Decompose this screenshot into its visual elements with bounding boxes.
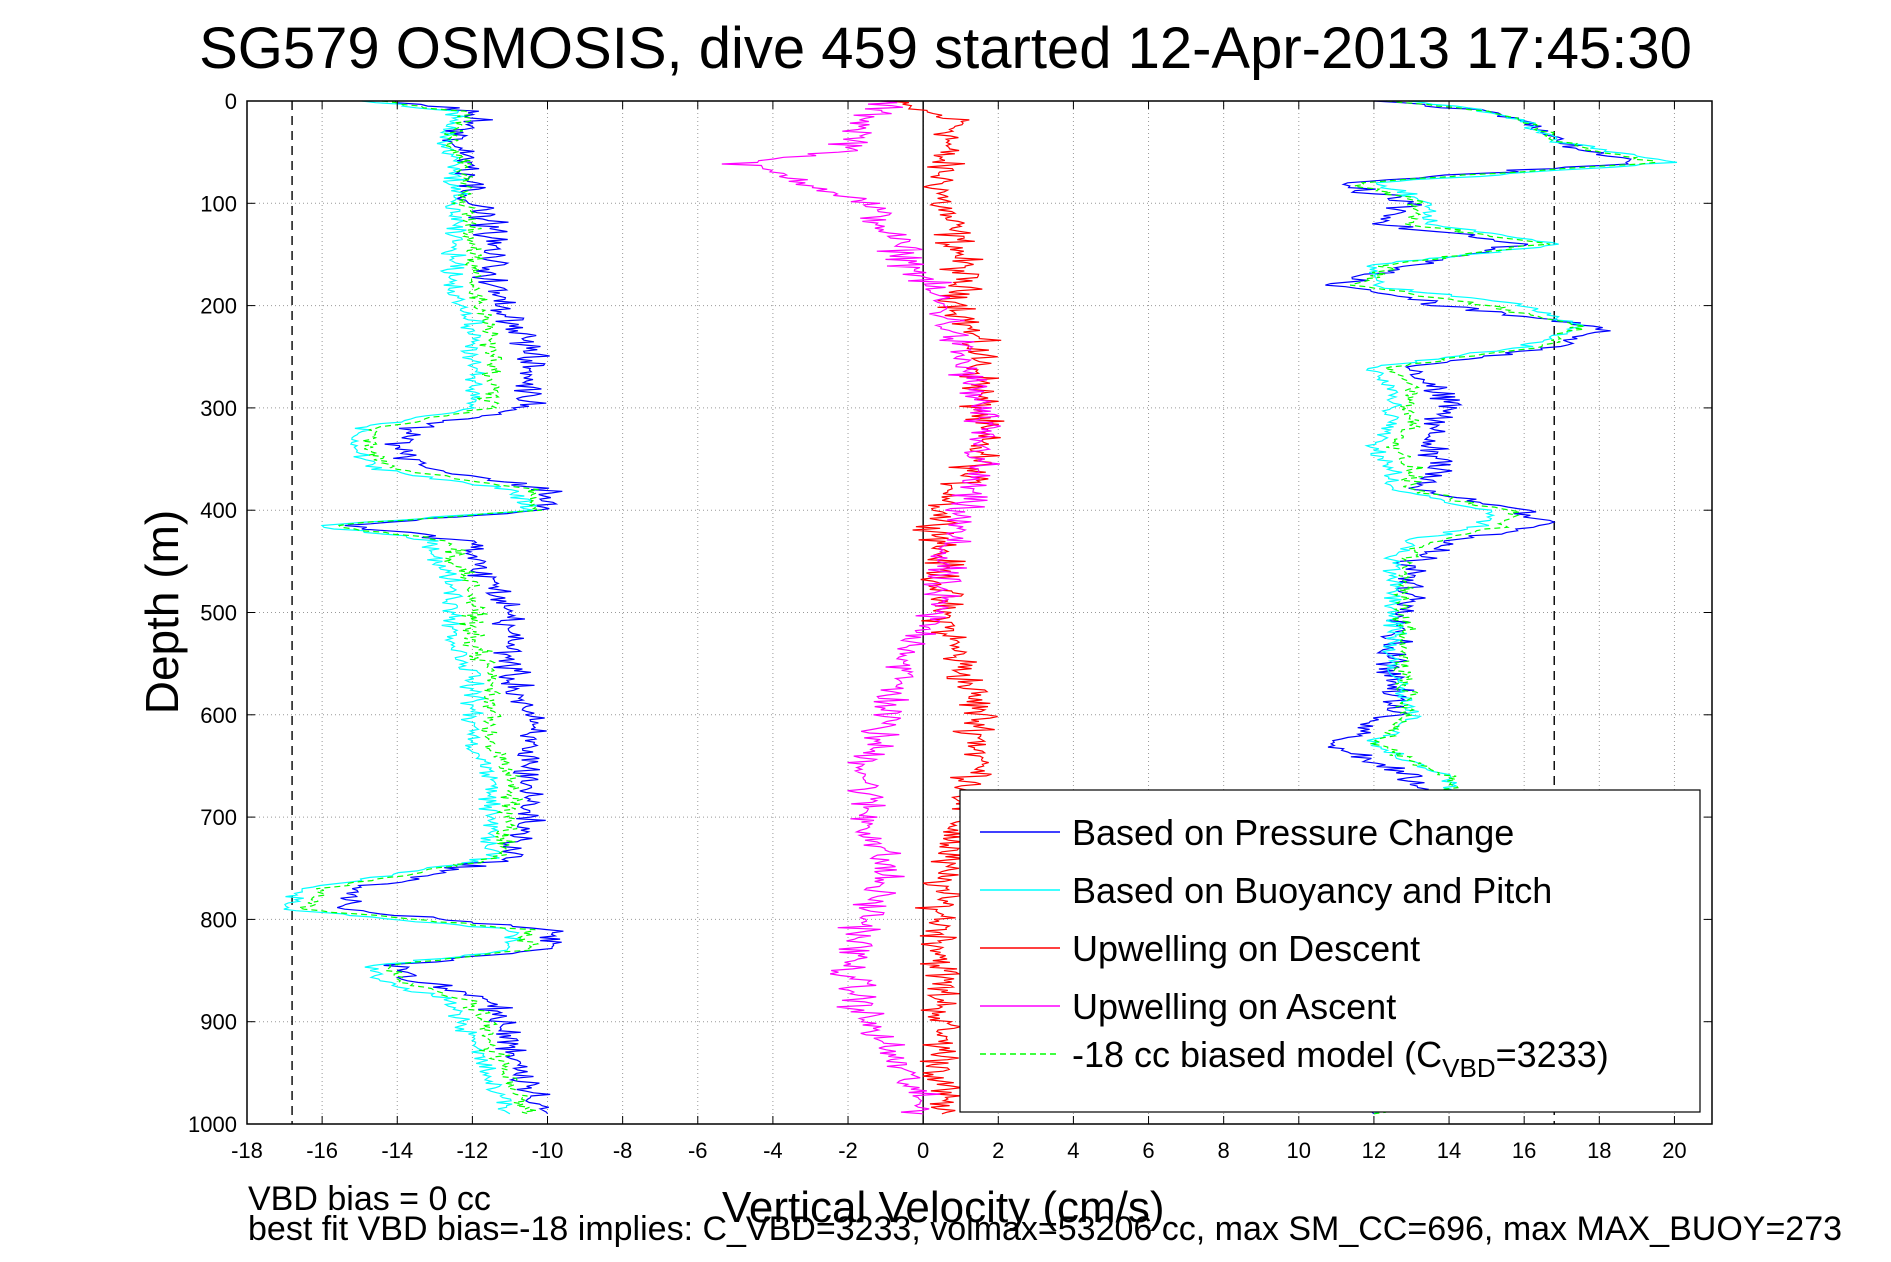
y-tick-label: 0	[225, 89, 237, 114]
legend-label-text: Upwelling on Descent	[1072, 928, 1420, 969]
y-axis-label: Depth (m)	[136, 509, 188, 715]
x-tick-label: -6	[688, 1138, 708, 1163]
x-tick-label: 14	[1437, 1138, 1461, 1163]
x-axis-label: Vertical Velocity (cm/s)	[722, 1183, 1165, 1232]
y-tick-labels: 0 100 200 300 400 500 600 700 800 900 1000	[188, 89, 237, 1137]
legend-label: -18 cc biased model (CVBD=3233)	[1072, 1034, 1609, 1083]
reference-lines	[291, 101, 1555, 1124]
legend-label-text: Based on Pressure Change	[1072, 812, 1514, 853]
x-tick-label: -4	[763, 1138, 783, 1163]
series-line-descent	[337, 100, 564, 1115]
legend-label-text: Upwelling on Ascent	[1072, 986, 1396, 1027]
x-tick-label: -18	[231, 1138, 263, 1163]
legend: Based on Pressure Change Based on Buoyanc…	[959, 789, 1701, 1113]
x-tick-label: -16	[306, 1138, 338, 1163]
y-tick-label: 400	[200, 498, 237, 523]
x-tick-label: 6	[1142, 1138, 1154, 1163]
legend-box	[959, 789, 1701, 1113]
y-tick-label: 1000	[188, 1112, 237, 1137]
x-tick-label: 2	[992, 1138, 1004, 1163]
y-tick-label: 700	[200, 805, 237, 830]
x-tick-label: -8	[613, 1138, 633, 1163]
y-tick-label: 500	[200, 601, 237, 626]
x-tick-labels: -18 -16 -14 -12 -10 -8 -6 -4 -2 0 2 4 6 8 10 12 14 16 18 20	[231, 1138, 1687, 1163]
x-tick-label: 8	[1218, 1138, 1230, 1163]
x-tick-label: 12	[1362, 1138, 1386, 1163]
x-tick-label: -2	[838, 1138, 858, 1163]
legend-label-text: Based on Buoyancy and Pitch	[1072, 870, 1552, 911]
x-tick-label: -10	[532, 1138, 564, 1163]
x-tick-label: 10	[1287, 1138, 1311, 1163]
series-line-descent	[283, 100, 538, 1115]
x-tick-label: 16	[1512, 1138, 1536, 1163]
y-tick-label: 100	[200, 191, 237, 216]
legend-label-text: -18 cc biased model (C	[1072, 1034, 1442, 1075]
y-tick-label: 900	[200, 1010, 237, 1035]
vbd-bias-note: VBD bias = 0 cc	[248, 1180, 491, 1218]
y-tick-label: 800	[200, 907, 237, 932]
legend-label: Based on Buoyancy and Pitch	[1072, 870, 1552, 911]
x-tick-label: -12	[456, 1138, 488, 1163]
best-fit-note: best fit VBD bias=-18 implies: C_VBD=323…	[248, 1210, 1843, 1248]
series-line-descent	[298, 100, 543, 1115]
axes	[246, 100, 1713, 1125]
y-tick-label: 200	[200, 294, 237, 319]
legend-label: Upwelling on Descent	[1072, 928, 1420, 969]
x-tick-label: 0	[917, 1138, 929, 1163]
legend-label-subscript: VBD	[1442, 1053, 1495, 1083]
legend-label: Upwelling on Ascent	[1072, 986, 1396, 1027]
chart-title: SG579 OSMOSIS, dive 459 started 12-Apr-2…	[199, 16, 1692, 81]
y-tick-label: 600	[200, 703, 237, 728]
x-tick-label: 4	[1067, 1138, 1079, 1163]
legend-label-suffix: =3233)	[1496, 1034, 1609, 1075]
series-line	[721, 100, 1001, 1115]
series-3	[721, 100, 1001, 1115]
x-tick-label: 20	[1662, 1138, 1686, 1163]
y-tick-label: 300	[200, 396, 237, 421]
x-tick-label: 18	[1587, 1138, 1611, 1163]
legend-label: Based on Pressure Change	[1072, 812, 1514, 853]
axes-frame	[246, 100, 1713, 1125]
x-tick-label: -14	[381, 1138, 413, 1163]
